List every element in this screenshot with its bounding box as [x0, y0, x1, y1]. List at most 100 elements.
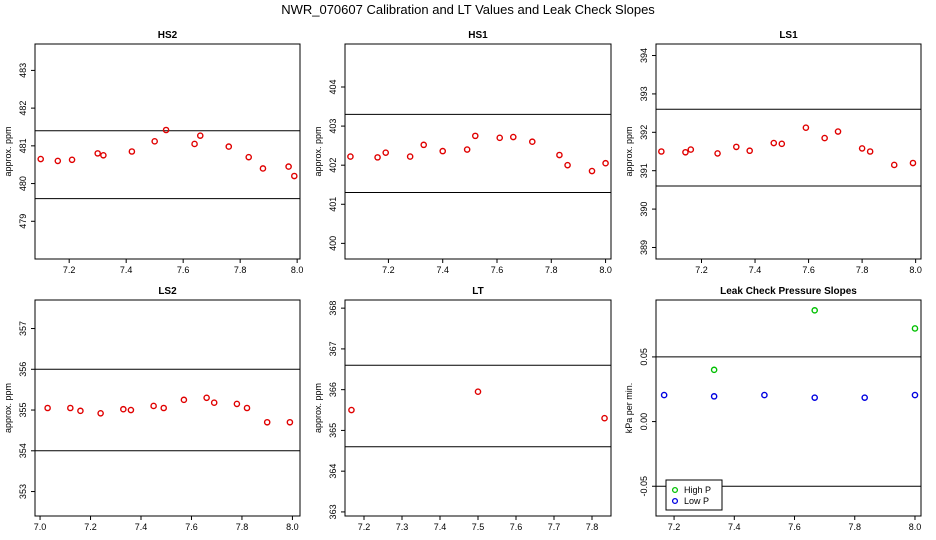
panel-2-data-point — [496, 134, 504, 142]
panel-2-x-tick-label: 7.4 — [436, 265, 449, 275]
panel-5-y-tick-label: 368 — [328, 301, 338, 316]
panel-6-data-point — [811, 307, 818, 314]
panel-5-data-point — [601, 414, 608, 422]
page-title: NWR_070607 Calibration and LT Values and… — [281, 2, 655, 17]
panel-3-y-tick-label: 389 — [639, 240, 649, 255]
panel-3-data-point — [866, 148, 874, 155]
panel-5-y-tick-label: 363 — [328, 504, 338, 519]
panel-5-data-point — [474, 388, 482, 395]
panel-2-y-tick-label: 402 — [328, 158, 338, 173]
panel-6-legend-label: Low P — [684, 496, 709, 506]
panel-5-y-tick-label: 367 — [328, 341, 338, 356]
panel-1-data-point — [196, 132, 204, 139]
panel-3-x-tick-label: 8.0 — [909, 265, 922, 275]
panel-3-y-tick-label: 392 — [639, 125, 649, 140]
panel-2-x-tick-label: 7.8 — [545, 265, 558, 275]
panel-6-x-tick-label: 8.0 — [909, 522, 922, 532]
panel-2-data-point — [347, 153, 354, 160]
panel-1-title: HS2 — [158, 30, 178, 41]
panel-6-data-point — [710, 366, 718, 374]
panel-5-plot-frame — [344, 299, 612, 517]
panel-4-x-tick-label: 7.6 — [185, 522, 198, 532]
panel-4-data-point — [44, 404, 51, 412]
panel-3-x-tick-label: 7.2 — [695, 265, 708, 275]
panel-1-data-point — [37, 155, 44, 163]
panel-1-data-point — [128, 148, 136, 155]
panel-2-x-tick-label: 8.0 — [599, 265, 612, 275]
panel-4-data-point — [160, 404, 168, 412]
panel-4-x-tick-label: 8.0 — [286, 522, 299, 532]
panel-6-y-tick-label: 0.00 — [639, 413, 649, 431]
panel-2-y-tick-label: 401 — [328, 197, 338, 212]
panel-6-data-point — [660, 391, 668, 399]
panel-4-y-tick-label: 353 — [18, 484, 28, 499]
panel-4-x-tick-label: 7.0 — [34, 522, 47, 532]
panel-2-data-point — [471, 132, 479, 140]
panel-3-data-point — [778, 140, 786, 148]
panel-1-x-tick-label: 8.0 — [291, 265, 304, 275]
panel-4-data-point — [77, 407, 84, 415]
panel-3-data-point — [858, 145, 866, 152]
panel-2-y-tick-label: 400 — [328, 236, 338, 251]
panel-4-plot-frame — [34, 299, 301, 517]
panel-1-data-point — [291, 172, 298, 180]
panel-3-data-point — [770, 139, 778, 147]
panel-2-data-point — [556, 151, 563, 159]
panel-1-y-tick-label: 482 — [18, 101, 28, 116]
panel-4-x-tick-label: 7.2 — [84, 522, 97, 532]
panel-4-title: LS2 — [158, 286, 177, 297]
panel-5-x-tick-label: 7.3 — [396, 522, 409, 532]
panel-4-y-tick-label: 356 — [18, 362, 28, 377]
panel-1-data-point — [151, 138, 158, 145]
panel-6-data-point — [861, 394, 868, 401]
panel-6-title: Leak Check Pressure Slopes — [720, 286, 857, 297]
panel-2-data-point — [509, 133, 517, 141]
panel-3-data-point — [658, 148, 665, 155]
panel-4-y-tick-label: 354 — [18, 443, 28, 458]
panel-3-plot-frame — [655, 43, 922, 260]
panel-4-y-tick-label: 357 — [18, 321, 28, 336]
panel-3-x-tick-label: 7.6 — [802, 265, 815, 275]
panel-4-data-point — [150, 402, 157, 410]
panel-4-x-tick-label: 7.8 — [236, 522, 249, 532]
panel-6-legend-marker — [671, 486, 679, 494]
panel-6-x-tick-label: 7.4 — [728, 522, 741, 532]
panel-1-data-point — [285, 163, 292, 170]
panel-3-data-point — [746, 147, 753, 155]
panel-3-data-point — [802, 124, 810, 131]
panel-2-data-point — [463, 146, 471, 153]
panel-3-data-point — [714, 150, 721, 157]
panel-6-data-point — [911, 391, 919, 399]
panel-1-data-point — [94, 150, 101, 157]
panel-1-data-point — [162, 126, 170, 134]
panel-3-x-tick-label: 7.8 — [856, 265, 869, 275]
panel-1-data-point — [245, 153, 253, 161]
panel-6-x-tick-label: 7.2 — [668, 522, 681, 532]
panel-5-x-tick-label: 7.6 — [510, 522, 523, 532]
panel-6-y-tick-label: -0.05 — [639, 476, 649, 497]
panel-2-x-tick-label: 7.2 — [382, 265, 395, 275]
panel-2-y-tick-label: 403 — [328, 119, 338, 134]
panel-6-x-tick-label: 7.6 — [788, 522, 801, 532]
panel-3-data-point — [687, 146, 695, 153]
panel-1-data-point — [54, 157, 62, 165]
panel-1-x-tick-label: 7.4 — [120, 265, 133, 275]
panel-6-x-tick-label: 7.8 — [848, 522, 861, 532]
panel-3-data-point — [682, 148, 689, 156]
panel-4-data-point — [263, 418, 271, 426]
panel-3-x-tick-label: 7.4 — [749, 265, 762, 275]
panel-1-data-point — [259, 165, 267, 172]
panel-4-data-point — [97, 409, 104, 417]
panel-2-data-point — [406, 153, 414, 160]
panel-3-data-point — [821, 134, 828, 142]
panel-6-plot-frame — [655, 299, 922, 517]
panel-4-data-point — [233, 400, 241, 408]
panel-5-x-tick-label: 7.5 — [472, 522, 485, 532]
panel-1-y-axis-label: approx. ppm — [3, 126, 13, 176]
panel-5-y-tick-label: 364 — [328, 464, 338, 479]
panel-4-data-point — [120, 405, 127, 413]
panel-2-data-point — [374, 154, 381, 161]
panel-1-y-tick-label: 481 — [18, 138, 28, 153]
panel-2-data-point — [588, 167, 596, 175]
